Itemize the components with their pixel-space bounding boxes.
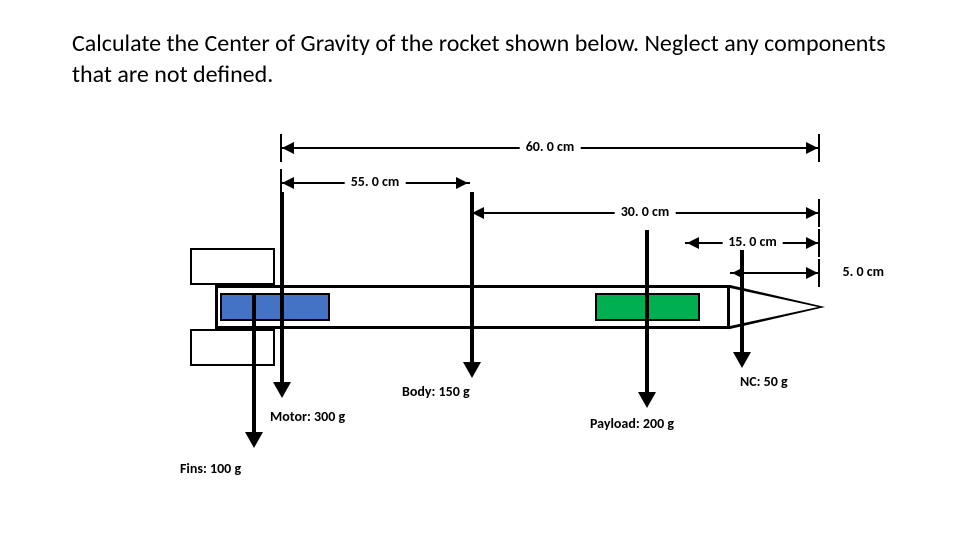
pointer-payload	[643, 230, 649, 408]
pointer-body	[468, 192, 474, 378]
label-motor: Motor: 300 g	[270, 408, 345, 425]
dim-label-30: 30. 0 cm	[615, 203, 676, 220]
dimension-55cm: 55. 0 cm	[280, 175, 470, 191]
pointer-motor	[278, 192, 284, 398]
rocket-diagram: 60. 0 cm 55. 0 cm 30. 0 cm 15. 0 cm 5. 0…	[150, 130, 870, 490]
dimension-15cm: 15. 0 cm	[685, 235, 820, 251]
label-body: Body: 150 g	[402, 383, 470, 400]
dimension-30cm: 30. 0 cm	[470, 205, 820, 221]
fin-bottom	[190, 329, 275, 366]
pointer-fins	[250, 295, 256, 448]
pointer-nc	[738, 250, 744, 368]
label-nc: NC: 50 g	[740, 373, 788, 390]
label-fins: Fins: 100 g	[180, 460, 241, 477]
motor-block	[220, 293, 330, 321]
fin-top	[190, 248, 275, 285]
dim-label-5: 5. 0 cm	[836, 263, 890, 280]
dim-label-55: 55. 0 cm	[345, 173, 406, 190]
dimension-60cm: 60. 0 cm	[280, 140, 820, 156]
label-payload: Payload: 200 g	[590, 415, 674, 432]
problem-title: Calculate the Center of Gravity of the r…	[72, 28, 888, 90]
dim-label-60: 60. 0 cm	[520, 138, 581, 155]
dim-label-15: 15. 0 cm	[722, 233, 783, 250]
